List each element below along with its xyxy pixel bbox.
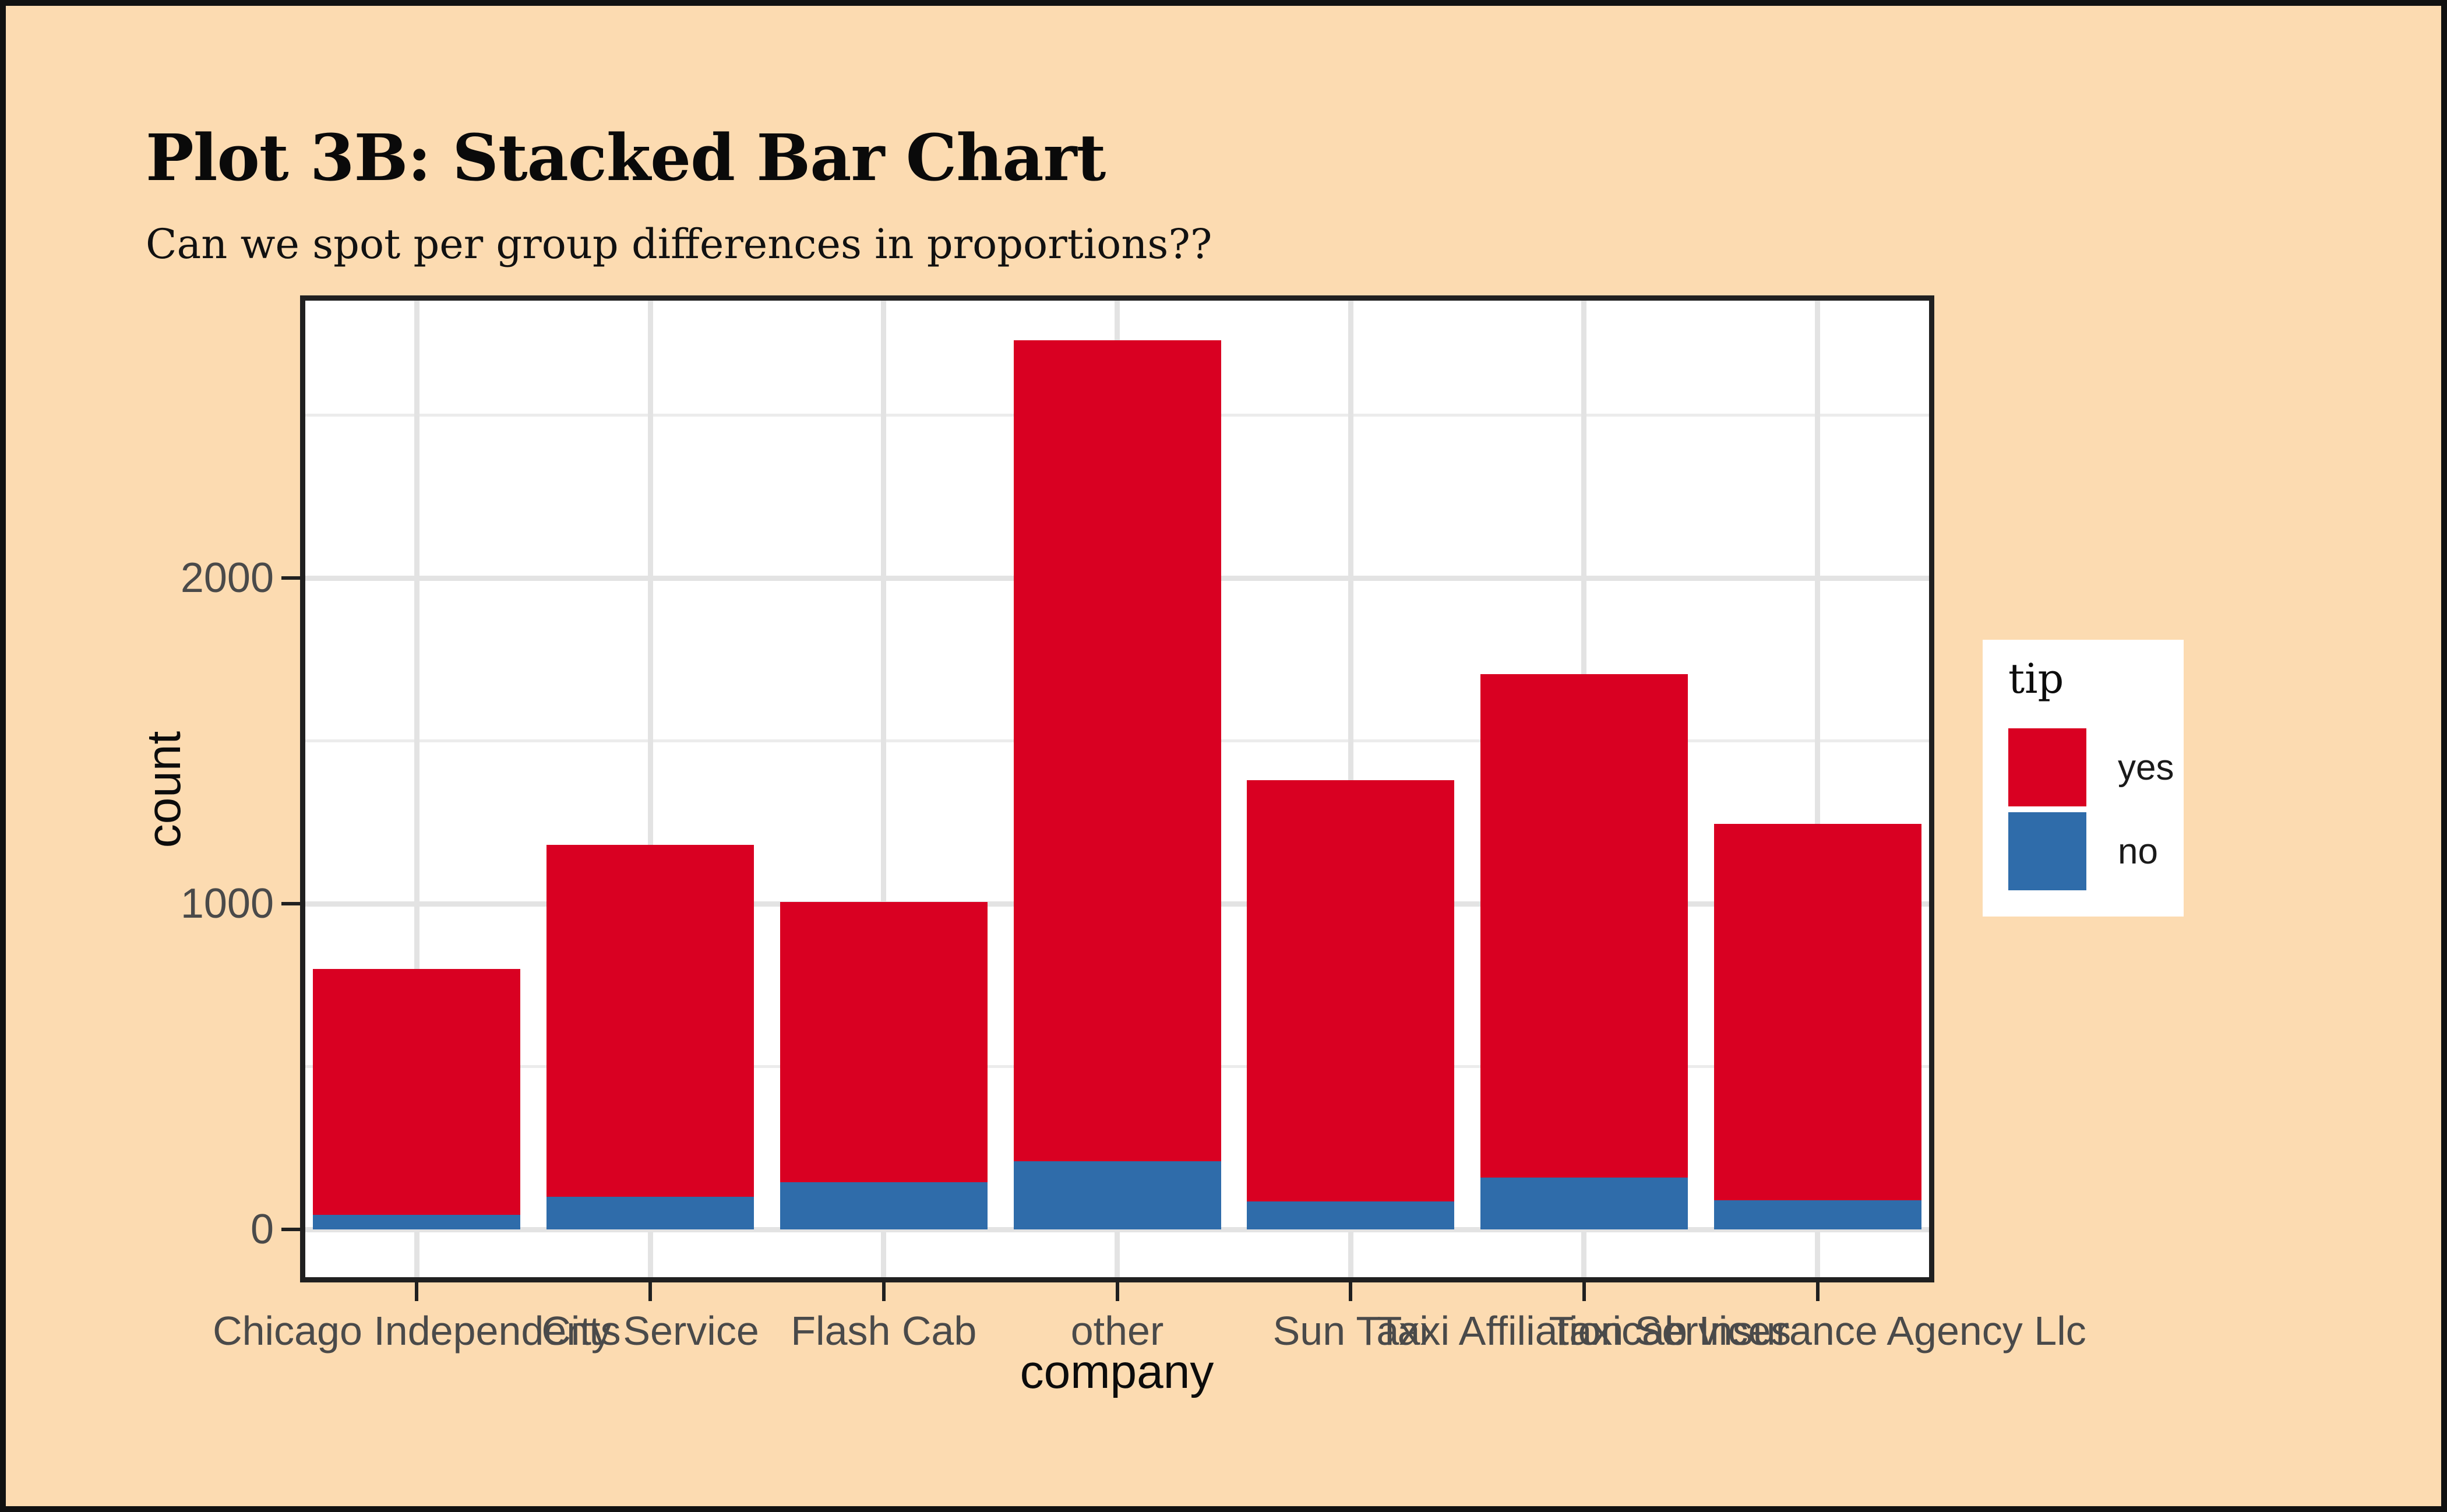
y-tick-label-1000: 1000 bbox=[180, 880, 274, 927]
gridline-x-1 bbox=[647, 295, 653, 1282]
chart-subtitle: Can we spot per group differences in pro… bbox=[146, 220, 1212, 268]
y-tick-0 bbox=[281, 1228, 300, 1231]
gridline-x-2 bbox=[881, 295, 887, 1282]
x-tick-4 bbox=[1349, 1282, 1353, 1301]
x-tick-2 bbox=[882, 1282, 886, 1301]
bar-1-segment-no bbox=[546, 1197, 754, 1229]
x-tick-label-5: Taxi Affiliation Services bbox=[1377, 1308, 1792, 1354]
x-tick-5 bbox=[1582, 1282, 1586, 1301]
plot-panel bbox=[300, 295, 1934, 1282]
bar-6-segment-no bbox=[1713, 1200, 1921, 1229]
x-tick-label-2: Flash Cab bbox=[791, 1308, 977, 1354]
bar-2-segment-yes bbox=[780, 902, 988, 1182]
x-tick-6 bbox=[1815, 1282, 1820, 1301]
bar-4-segment-no bbox=[1247, 1201, 1455, 1229]
x-tick-label-0: Chicago Independents bbox=[213, 1308, 621, 1354]
x-tick-label-3: other bbox=[1070, 1308, 1164, 1354]
bar-0-segment-yes bbox=[313, 968, 521, 1215]
legend: tip yes no bbox=[1983, 640, 2184, 917]
y-tick-2000 bbox=[281, 576, 300, 580]
x-tick-label-6: Taxicab Insurance Agency Llc bbox=[1549, 1308, 2086, 1354]
x-axis-title: company bbox=[1020, 1345, 1214, 1398]
y-tick-label-2000: 2000 bbox=[180, 555, 274, 601]
y-tick-1000 bbox=[281, 902, 300, 905]
legend-title: tip bbox=[2008, 655, 2064, 703]
x-tick-label-4: Sun Taxi bbox=[1272, 1308, 1429, 1354]
bar-0-segment-no bbox=[313, 1214, 521, 1229]
bar-5-segment-yes bbox=[1480, 674, 1688, 1178]
y-axis-title: count bbox=[137, 731, 191, 848]
x-tick-label-1: City Service bbox=[541, 1308, 759, 1354]
x-tick-1 bbox=[648, 1282, 653, 1301]
legend-label-yes: yes bbox=[2118, 747, 2174, 788]
bar-4-segment-yes bbox=[1247, 780, 1455, 1202]
bar-6-segment-yes bbox=[1713, 824, 1921, 1200]
gridline-x-0 bbox=[414, 295, 419, 1282]
x-tick-0 bbox=[415, 1282, 419, 1301]
x-tick-3 bbox=[1115, 1282, 1119, 1301]
chart-title: Plot 3B: Stacked Bar Chart bbox=[146, 120, 1106, 195]
legend-swatch-yes bbox=[2008, 728, 2086, 806]
bar-1-segment-yes bbox=[546, 845, 754, 1197]
legend-label-no: no bbox=[2118, 831, 2158, 872]
legend-swatch-no bbox=[2008, 812, 2086, 890]
bar-5-segment-no bbox=[1480, 1177, 1688, 1229]
y-tick-label-0: 0 bbox=[250, 1206, 274, 1253]
bar-3-segment-no bbox=[1013, 1161, 1221, 1229]
bar-3-segment-yes bbox=[1013, 340, 1221, 1161]
bar-2-segment-no bbox=[780, 1182, 988, 1229]
gridline-x-6 bbox=[1815, 295, 1821, 1282]
